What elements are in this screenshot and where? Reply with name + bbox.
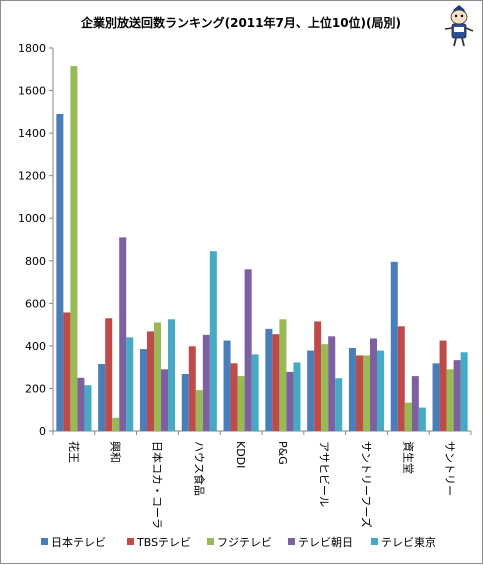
mascot-icon [444,5,474,47]
bar [244,269,252,431]
chart-title: 企業別放送回数ランキング(2011年7月、上位10位)(局別) [80,15,401,30]
bar [77,377,85,431]
category-label: 興和 [109,441,122,463]
category-label: 日本コカ・コーラ [151,441,165,529]
y-tick-label: 1200 [18,170,46,183]
bar [84,385,92,431]
category-label: アサヒビール [318,441,331,507]
legend-label: テレビ朝日 [298,536,353,549]
bar [453,360,461,431]
bar [404,402,412,431]
bar [335,378,343,431]
category-label: サントリー [443,441,456,496]
legend-swatch [288,538,295,545]
bar [390,261,398,431]
category-label: KDDI [234,441,247,468]
y-tick-label: 1000 [18,212,46,225]
bar [105,318,113,431]
bar [139,349,147,431]
legend-item: テレビ朝日 [288,536,353,549]
bar [272,334,280,431]
bar [411,376,419,431]
chart-legend: 日本テレビ TBSテレビ フジテレビ テレビ朝日 テレビ東京 [41,535,436,549]
category-label: 花王 [67,441,80,463]
bar [237,376,245,431]
bar [161,369,169,431]
bar [251,354,259,431]
bar [446,369,454,431]
y-tick-label: 0 [39,425,46,438]
bar [293,362,301,431]
legend-swatch [371,538,378,545]
legend-item: フジテレビ [207,536,272,549]
bar [362,355,371,431]
legend-label: TBSテレビ [136,536,191,549]
category-label: ハウス食品 [192,441,206,496]
legend-label: 日本テレビ [51,535,106,549]
y-tick-label: 1800 [18,42,46,55]
chart-bars [56,66,468,431]
bar [377,350,385,431]
bar [370,338,378,431]
bar [98,363,106,431]
bar [63,312,71,431]
bar [265,328,273,431]
legend-swatch [207,538,214,545]
legend-label: フジテレビ [217,536,272,549]
category-label: サントリーフーズ [360,441,374,528]
category-label: 資生堂 [401,441,415,474]
y-tick-label: 1600 [18,85,46,98]
bar [168,319,176,431]
bar [56,113,64,431]
bar [119,237,127,431]
bar [279,319,287,431]
bar [153,322,162,431]
bar [195,390,203,431]
bar [307,350,315,431]
bar [202,334,210,431]
bar [126,337,134,431]
legend-swatch [127,538,134,545]
bar [181,373,189,431]
chart-axes: 0 200 400 600 800 1000 1200 1400 1600 1800 [18,42,472,438]
bar [286,371,294,431]
legend-item: TBSテレビ [127,536,191,549]
y-tick-label: 800 [25,255,46,268]
bar [188,346,196,431]
y-tick-label: 400 [25,340,46,353]
bar [321,344,329,431]
y-tick-label: 600 [25,297,46,310]
bar [70,66,78,431]
bar [418,407,426,431]
legend-label: テレビ東京 [381,535,436,549]
bar [328,336,336,431]
bar [146,331,154,431]
bar [209,251,217,431]
bar [397,326,405,431]
bar [223,340,231,431]
category-label: P&G [276,441,289,465]
legend-item: テレビ東京 [371,535,436,549]
bar [314,321,322,431]
category-labels: 花王 興和 日本コカ・コーラ ハウス食品 KDDI P&G アサヒビール サントリーフーズ 資生… [67,441,456,529]
bar [112,417,120,431]
y-tick-label: 200 [25,382,46,395]
y-tick-label: 1400 [18,127,46,140]
legend-swatch [41,538,48,545]
bar [230,363,238,431]
bar [348,348,356,431]
bar [439,340,447,431]
bar [460,352,468,431]
bar [432,363,440,431]
legend-item: 日本テレビ [41,535,106,549]
bar [355,355,363,431]
